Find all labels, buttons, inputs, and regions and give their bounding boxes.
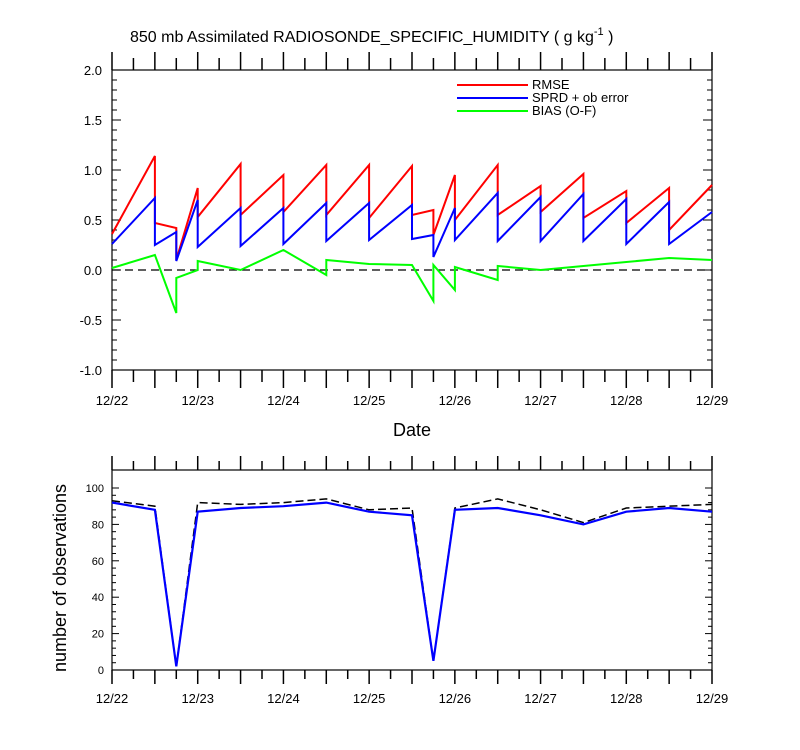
x-tick-label: 12/27 [524,393,557,408]
obs-x-tick-label: 12/23 [181,691,214,706]
obs-y-tick-label: 100 [86,483,104,495]
obs-series-line-assimilated [111,501,713,667]
obs-x-tick-label: 12/26 [439,691,472,706]
x-tick-label: 12/22 [96,393,129,408]
y-tick-label: 0.5 [84,213,102,228]
y-tick-label: 2.0 [84,63,102,78]
obs-series-line-possible [111,498,713,667]
y-tick-label: 1.5 [84,113,102,128]
obs-x-tick-label: 12/24 [267,691,300,706]
x-tick-label: 12/24 [267,393,300,408]
obs-x-tick-label: 12/27 [524,691,557,706]
obs-y-tick-label: 20 [92,629,104,641]
x-tick-label: 12/28 [610,393,643,408]
chart-title-exponent: -1 [594,26,604,38]
legend-label: RMSE [532,77,570,92]
bottom-plot-area: 100 80 60 40 20 0 12/22 12/23 12/24 12/25 12/26 12/… [86,456,729,706]
x-tick-label: 12/26 [439,393,472,408]
obs-y-tick-label: 40 [92,592,104,604]
obs-x-tick-label: 12/29 [696,691,729,706]
y-tick-label: 0.0 [84,263,102,278]
y-tick-label: -1.0 [80,363,102,378]
obs-x-tick-label: 12/25 [353,691,386,706]
x-tick-label: 12/25 [353,393,386,408]
obs-y-tick-label: 0 [98,665,104,677]
obs-x-tick-label: 12/28 [610,691,643,706]
legend-label: BIAS (O-F) [532,103,596,118]
obs-y-tick-label: 80 [92,519,104,531]
chart-title-main: 850 mb Assimilated RADIOSONDE_SPECIFIC_H… [130,29,594,46]
chart-title: 850 mb Assimilated RADIOSONDE_SPECIFIC_H… [130,26,613,46]
series-line-bias-o-f [111,248,713,314]
x-tick-label: 12/29 [696,393,729,408]
y-axis-title-observations: number of observations [50,484,70,672]
x-tick-label: 12/23 [181,393,214,408]
series-line-sprd-ob-error [111,190,713,262]
x-axis-title: Date [393,420,431,440]
top-plot-area: 2.0 1.5 1.0 0.5 0.0 -0.5 -1.0 12/22 12/23 12/24 12… [80,52,729,408]
obs-y-tick-label: 60 [92,556,104,568]
y-tick-label: 1.0 [84,163,102,178]
obs-x-tick-label: 12/22 [96,691,129,706]
chart-title-end: ) [604,29,614,46]
legend-label: SPRD + ob error [532,90,629,105]
y-tick-label: -0.5 [80,313,102,328]
bottom-plot-frame [111,469,713,671]
